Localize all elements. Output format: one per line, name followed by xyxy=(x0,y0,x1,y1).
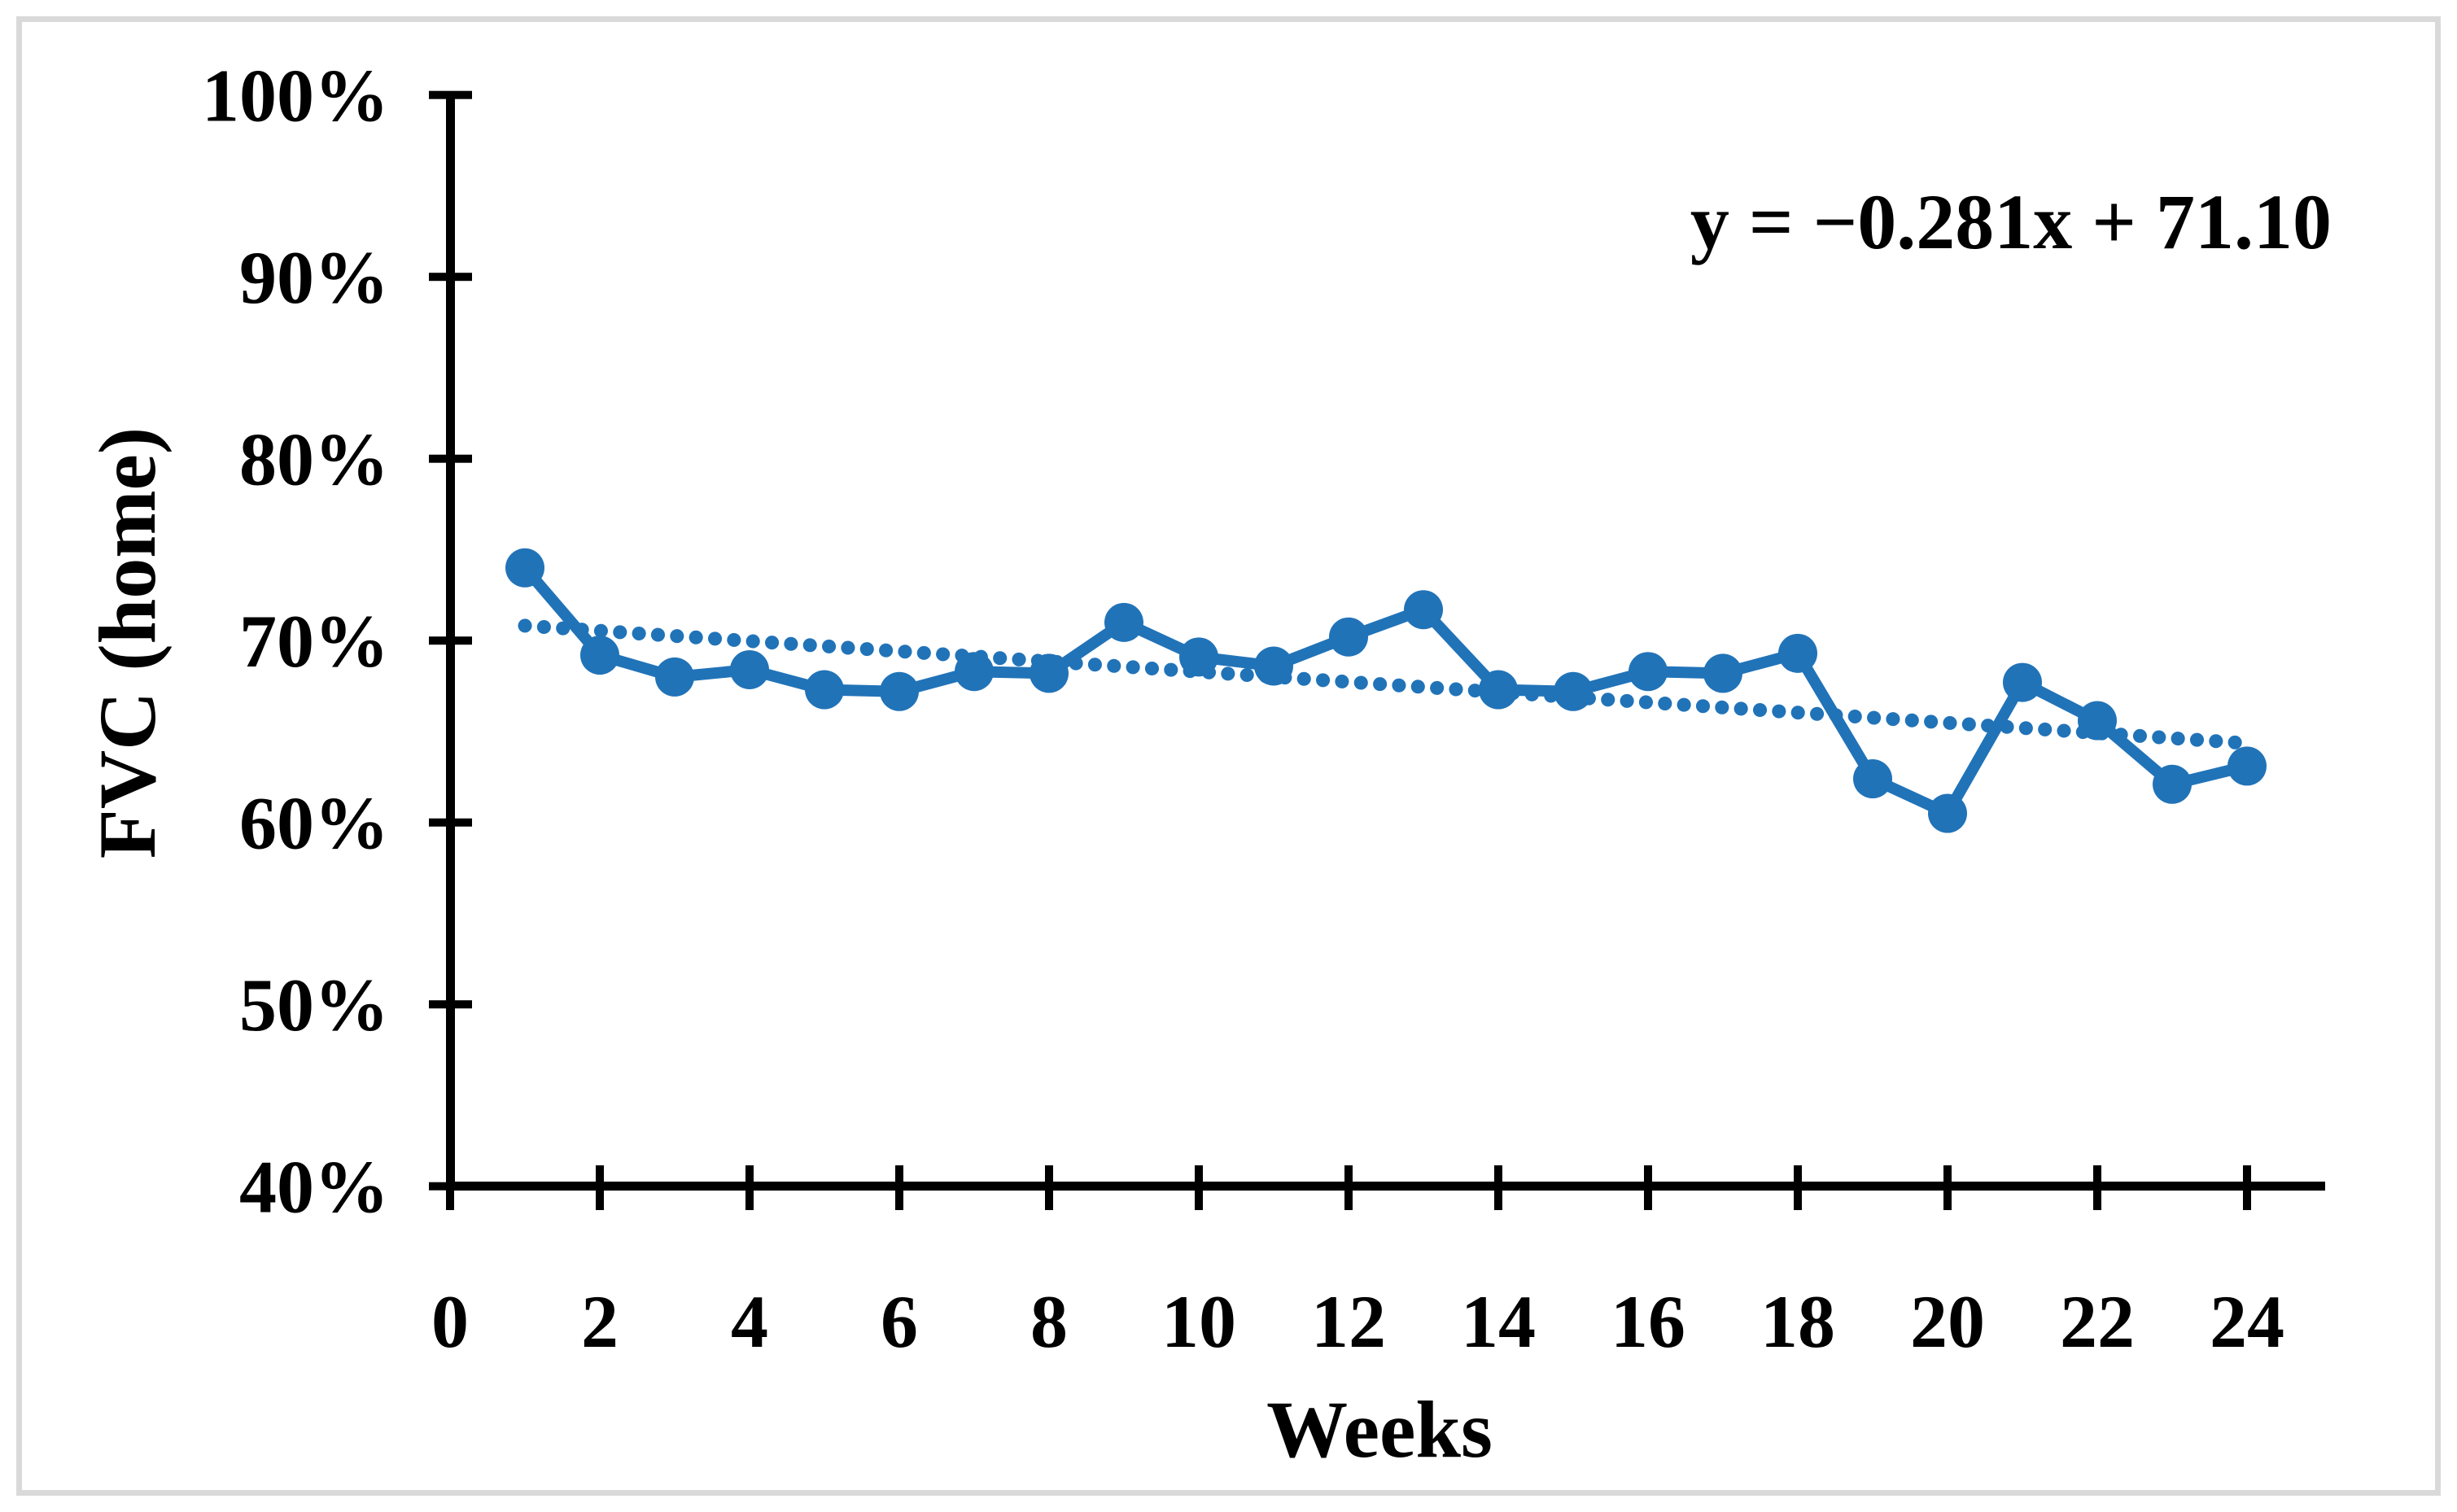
x-tick xyxy=(895,1165,903,1210)
x-tick xyxy=(1344,1165,1353,1210)
y-axis-title: FVC (home) xyxy=(82,427,173,859)
x-tick-label: 12 xyxy=(1311,1280,1386,1363)
data-point-marker xyxy=(1703,653,1742,693)
data-point-marker xyxy=(805,670,844,710)
y-tick xyxy=(429,1000,472,1009)
data-point-marker xyxy=(2078,701,2117,741)
data-point-marker xyxy=(1928,793,1967,833)
x-tick xyxy=(596,1165,604,1210)
x-axis-ticks xyxy=(446,1165,2251,1210)
y-tick-label: 60% xyxy=(239,782,389,865)
x-axis-line xyxy=(446,1182,2325,1191)
data-point-marker xyxy=(1104,602,1143,642)
data-point-marker xyxy=(2227,746,2267,786)
data-point-marker xyxy=(505,548,544,588)
x-axis-title: Weeks xyxy=(1266,1384,1493,1475)
x-tick xyxy=(1494,1165,1502,1210)
x-tick-label: 8 xyxy=(1030,1280,1068,1363)
x-tick xyxy=(1943,1165,1952,1210)
y-tick-label: 50% xyxy=(239,964,389,1047)
y-tick-label: 40% xyxy=(239,1146,389,1229)
y-tick-label: 90% xyxy=(239,236,389,319)
y-axis-tick-labels: 40% 50% 60% 70% 80% 90% 100% xyxy=(202,55,389,1229)
data-point-marker xyxy=(1404,590,1443,630)
data-point-marker xyxy=(730,649,769,689)
data-point-marker xyxy=(655,657,694,697)
x-tick-label: 6 xyxy=(881,1280,918,1363)
y-tick xyxy=(429,454,472,463)
data-point-marker xyxy=(2003,662,2042,702)
y-tick xyxy=(429,818,472,827)
x-tick xyxy=(1045,1165,1053,1210)
trendline-equation-label: y = −0.281x + 71.10 xyxy=(1690,178,2332,265)
y-tick-label: 80% xyxy=(239,418,389,501)
x-tick-label: 24 xyxy=(2210,1280,2284,1363)
x-tick xyxy=(1644,1165,1652,1210)
x-tick-label: 4 xyxy=(731,1280,768,1363)
x-tick xyxy=(745,1165,754,1210)
data-point-marker xyxy=(1554,671,1593,711)
x-tick xyxy=(1794,1165,1802,1210)
trendline-dotted xyxy=(518,618,2254,750)
x-tick-label: 0 xyxy=(431,1280,469,1363)
x-tick xyxy=(1195,1165,1203,1210)
y-tick-label: 100% xyxy=(202,55,389,138)
chart-frame-border xyxy=(16,16,2441,1496)
data-point-marker xyxy=(880,671,919,711)
data-point-marker xyxy=(955,652,994,692)
data-point-marker xyxy=(1853,759,1892,799)
y-tick xyxy=(429,90,472,99)
x-tick-label: 18 xyxy=(1760,1280,1835,1363)
data-point-marker xyxy=(580,636,619,675)
data-point-marker xyxy=(2153,764,2192,804)
data-point-marker xyxy=(1329,617,1368,657)
x-tick-label: 22 xyxy=(2060,1280,2135,1363)
data-point-marker xyxy=(1629,652,1668,692)
x-tick-label: 16 xyxy=(1611,1280,1685,1363)
x-tick-label: 20 xyxy=(1910,1280,1985,1363)
data-point-marker xyxy=(1179,637,1218,677)
y-tick-label: 70% xyxy=(239,600,389,683)
x-tick-label: 10 xyxy=(1161,1280,1236,1363)
data-series-group xyxy=(505,548,2267,833)
x-tick-label: 2 xyxy=(581,1280,619,1363)
x-tick-label: 14 xyxy=(1461,1280,1536,1363)
y-tick xyxy=(429,273,472,282)
y-tick xyxy=(429,636,472,645)
trendline-group xyxy=(518,618,2254,750)
x-axis-tick-labels: 0 2 4 6 8 10 12 14 16 18 20 22 24 xyxy=(431,1280,2284,1363)
x-tick xyxy=(2243,1165,2251,1210)
data-point-marker xyxy=(1254,646,1293,686)
data-point-marker xyxy=(1030,653,1069,693)
x-tick xyxy=(446,1165,454,1210)
data-point-marker xyxy=(1479,670,1518,710)
data-point-marker xyxy=(1778,633,1817,673)
x-tick xyxy=(2093,1165,2101,1210)
